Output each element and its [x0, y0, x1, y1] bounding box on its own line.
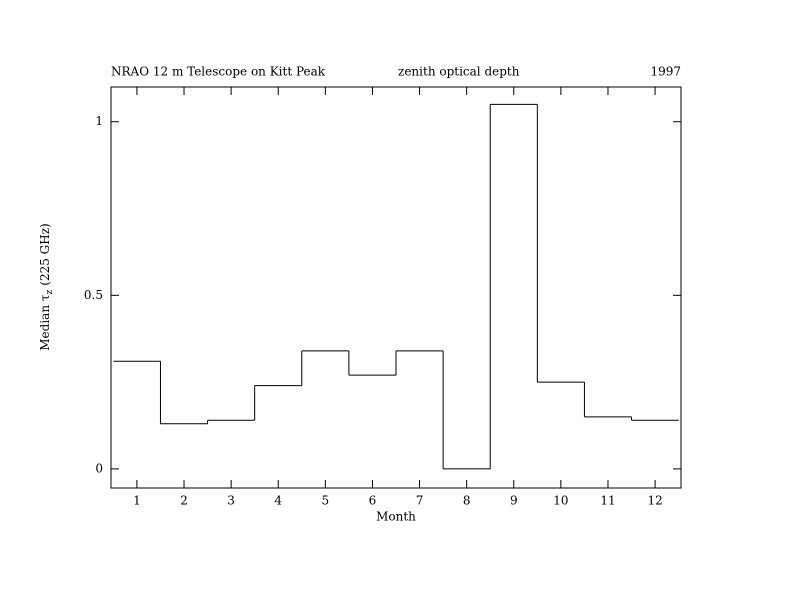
y-axis-title: Median τz (225 GHz) [38, 223, 55, 350]
plot-frame [110, 86, 682, 489]
x-tick-label: 10 [553, 494, 568, 508]
y-axis-title-main: Median τ [38, 294, 52, 351]
chart-subtitle: zenith optical depth [398, 65, 520, 79]
x-axis-title: Month [376, 510, 416, 524]
x-tick-label: 7 [416, 494, 424, 508]
x-tick-label: 9 [510, 494, 518, 508]
chart-title: NRAO 12 m Telescope on Kitt Peak [111, 65, 326, 79]
x-tick-label: 12 [647, 494, 662, 508]
y-axis-title-sub: z [45, 289, 55, 294]
y-tick-label: 0 [95, 461, 103, 475]
x-tick-label: 2 [180, 494, 188, 508]
x-tick-label: 8 [463, 494, 471, 508]
x-tick-label: 3 [227, 494, 235, 508]
y-tick-label: 1 [95, 114, 103, 128]
x-tick-label: 5 [322, 494, 330, 508]
chart-year: 1997 [650, 65, 681, 79]
y-tick-label: 0.5 [84, 288, 103, 302]
x-tick-label: 4 [274, 494, 282, 508]
y-axis-title-rest: (225 GHz) [38, 223, 52, 285]
x-tick-label: 1 [133, 494, 141, 508]
x-tick-label: 11 [600, 494, 615, 508]
x-tick-label: 6 [369, 494, 377, 508]
